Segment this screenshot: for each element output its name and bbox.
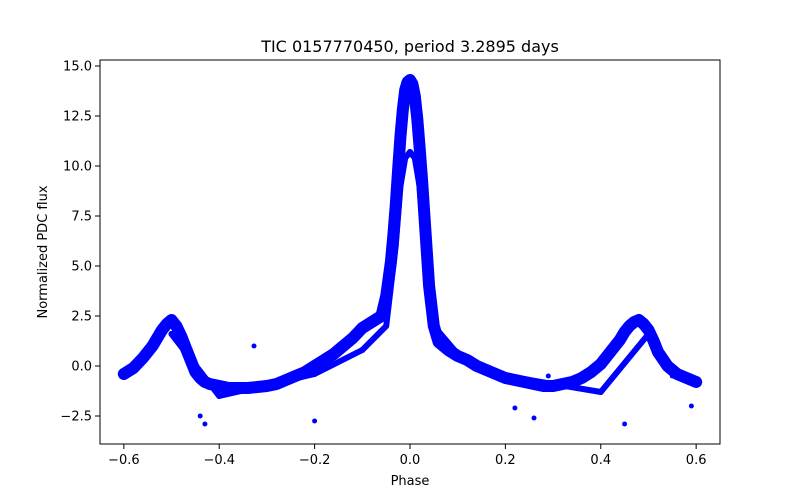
data-point — [674, 371, 681, 377]
y-tick-label: 5.0 — [71, 260, 92, 275]
data-point — [330, 351, 337, 357]
data-point — [645, 331, 652, 337]
data-point — [311, 371, 318, 377]
data-point — [616, 337, 623, 343]
outlier-point — [147, 347, 153, 353]
data-point — [311, 363, 318, 369]
y-tick-label: 12.5 — [63, 110, 92, 125]
data-point — [216, 383, 223, 389]
outlier-point — [669, 373, 675, 379]
data-point — [640, 321, 647, 327]
data-point — [397, 183, 404, 189]
data-point — [178, 333, 185, 339]
data-point — [635, 317, 642, 323]
y-axis: −2.5 0.0 2.5 5.0 7.5 10.0 12.5 15.0 — [60, 60, 100, 425]
data-point — [392, 243, 399, 249]
data-points — [117, 74, 703, 427]
outlier-point — [312, 418, 318, 424]
data-point — [378, 313, 385, 319]
data-point — [139, 355, 146, 361]
data-point — [130, 365, 137, 371]
y-tick-label: −2.5 — [60, 410, 92, 425]
y-tick-label: 0.0 — [71, 360, 92, 375]
data-point — [407, 149, 413, 155]
data-point — [578, 375, 585, 381]
x-axis: −0.6 −0.4 −0.2 0.0 0.2 0.4 0.6 — [108, 444, 706, 468]
data-point — [597, 361, 604, 367]
data-point — [216, 393, 223, 399]
data-point — [359, 325, 366, 331]
data-point — [430, 323, 437, 329]
data-point — [120, 371, 127, 377]
y-tick-label: 10.0 — [63, 160, 92, 175]
data-point — [414, 115, 421, 121]
outlier-point — [512, 405, 518, 411]
data-point — [683, 375, 690, 381]
outlier-point — [622, 421, 628, 427]
data-point — [631, 319, 638, 325]
data-point — [502, 373, 509, 379]
data-point — [435, 339, 442, 345]
data-point — [411, 155, 418, 161]
data-point — [368, 319, 375, 325]
data-point — [159, 327, 165, 333]
data-point — [655, 349, 661, 355]
x-tick-label: 0.2 — [495, 453, 516, 468]
y-axis-label: Normalized PDC flux — [36, 185, 51, 318]
data-point — [359, 347, 366, 353]
data-point — [163, 321, 170, 327]
outlier-point — [197, 413, 203, 419]
x-tick-label: 0.6 — [686, 453, 707, 468]
data-point — [225, 385, 232, 391]
data-point — [409, 81, 416, 87]
data-point — [383, 323, 390, 329]
data-point — [421, 243, 428, 249]
data-point — [416, 143, 423, 149]
outlier-point — [251, 343, 257, 349]
data-point — [621, 329, 628, 335]
data-point — [569, 379, 576, 385]
x-tick-label: −0.6 — [108, 453, 140, 468]
data-point — [607, 349, 614, 355]
outlier-points — [147, 343, 694, 427]
data-point — [173, 323, 180, 329]
data-point — [626, 323, 633, 329]
outlier-point — [202, 421, 208, 427]
data-point — [597, 389, 604, 395]
data-point — [168, 331, 175, 337]
x-tick-label: 0.0 — [400, 453, 421, 468]
x-tick-label: −0.2 — [299, 453, 331, 468]
x-tick-label: 0.4 — [590, 453, 611, 468]
y-tick-label: 2.5 — [71, 310, 92, 325]
data-point — [693, 379, 700, 385]
data-point — [149, 343, 156, 349]
x-axis-label: Phase — [391, 474, 430, 489]
data-point — [664, 363, 671, 369]
data-point — [588, 369, 595, 375]
data-point — [321, 357, 328, 363]
x-tick-label: −0.4 — [203, 453, 235, 468]
data-point — [397, 133, 404, 139]
series-1 — [168, 149, 652, 399]
outlier-point — [688, 403, 694, 409]
data-point — [454, 351, 461, 357]
data-point — [340, 343, 347, 349]
chart-title: TIC 0157770450, period 3.2895 days — [260, 37, 559, 56]
data-point — [402, 155, 409, 161]
data-point — [399, 107, 406, 113]
y-tick-label: 15.0 — [63, 60, 92, 75]
data-point — [402, 87, 409, 93]
data-point — [411, 93, 418, 99]
data-point — [395, 167, 402, 173]
outlier-point — [188, 353, 194, 359]
outlier-point — [545, 373, 551, 379]
data-point — [650, 337, 657, 343]
y-tick-label: 7.5 — [71, 210, 92, 225]
data-point — [168, 317, 175, 323]
data-point — [349, 335, 356, 341]
outlier-point — [531, 415, 537, 421]
data-point — [416, 183, 423, 189]
